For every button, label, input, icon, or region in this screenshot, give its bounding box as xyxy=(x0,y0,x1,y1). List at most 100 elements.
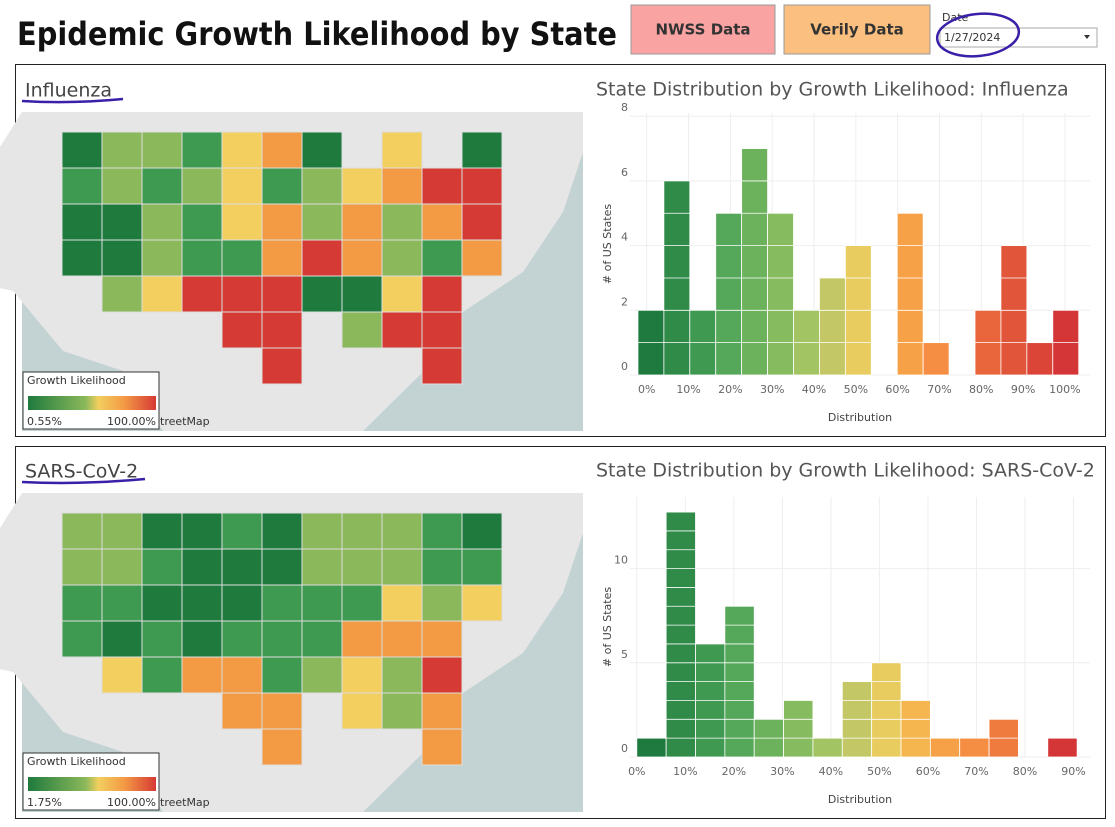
y-tick-label: 8 xyxy=(621,101,628,114)
page-title: Epidemic Growth Likelihood by State xyxy=(17,15,617,53)
map-state xyxy=(461,239,503,277)
map-state xyxy=(381,620,423,658)
map-state xyxy=(301,239,343,277)
map-state xyxy=(461,548,503,586)
map-state xyxy=(301,620,343,658)
map-state xyxy=(221,131,263,169)
map-state xyxy=(421,584,463,622)
map-state xyxy=(341,275,383,313)
map-state xyxy=(381,239,423,277)
dropdown-arrow[interactable] xyxy=(1084,35,1090,39)
x-tick-label: 40% xyxy=(819,765,843,778)
map-state xyxy=(181,656,223,694)
button-label[interactable]: Verily Data xyxy=(810,21,904,39)
nwss-button[interactable]: NWSS Data xyxy=(630,4,776,55)
legend-title: Growth Likelihood xyxy=(27,755,126,768)
map-state xyxy=(341,692,383,730)
map-state xyxy=(221,692,263,730)
x-tick-label: 70% xyxy=(927,383,951,396)
map-state xyxy=(61,239,103,277)
bar xyxy=(767,212,794,376)
legend-min: 0.55% xyxy=(27,415,62,428)
map-state xyxy=(221,548,263,586)
map-state xyxy=(221,656,263,694)
map-state xyxy=(221,512,263,550)
button-bg[interactable] xyxy=(630,4,776,55)
map-state xyxy=(101,275,143,313)
map-state xyxy=(381,311,423,349)
map-state xyxy=(381,512,423,550)
map-state xyxy=(261,656,303,694)
map-state xyxy=(461,203,503,241)
x-tick-label: 60% xyxy=(885,383,909,396)
panel-title: SARS-CoV-2 xyxy=(25,461,138,483)
y-tick-label: 10 xyxy=(614,554,628,567)
map-state xyxy=(141,548,183,586)
map-state xyxy=(221,203,263,241)
map-state xyxy=(61,620,103,658)
map-state xyxy=(221,275,263,313)
map-state xyxy=(141,167,183,205)
map-state xyxy=(261,728,303,766)
map-state xyxy=(61,203,103,241)
map-state xyxy=(341,311,383,349)
map-state xyxy=(261,275,303,313)
map-state xyxy=(381,584,423,622)
map-state xyxy=(181,584,223,622)
y-axis-title: # of US States xyxy=(601,204,614,284)
y-axis-title: # of US States xyxy=(601,587,614,667)
x-tick-label: 10% xyxy=(673,765,697,778)
map-state xyxy=(141,239,183,277)
x-tick-label: 0% xyxy=(628,765,645,778)
bar xyxy=(783,700,814,758)
map-state xyxy=(421,620,463,658)
map-state xyxy=(381,275,423,313)
x-axis-title: Distribution xyxy=(828,793,892,806)
map-state xyxy=(301,131,343,169)
map-state xyxy=(141,656,183,694)
annotation-underline xyxy=(21,477,146,485)
bar xyxy=(1026,342,1054,376)
map-state xyxy=(261,167,303,205)
map-state xyxy=(341,584,383,622)
map-state xyxy=(301,548,343,586)
verily-button[interactable]: Verily Data xyxy=(783,4,931,55)
x-tick-label: 60% xyxy=(916,765,940,778)
map-state xyxy=(101,131,143,169)
map-state xyxy=(341,167,383,205)
map-state xyxy=(301,584,343,622)
map-state xyxy=(261,548,303,586)
bar xyxy=(665,511,696,758)
map-state xyxy=(461,167,503,205)
map-state xyxy=(421,548,463,586)
bar xyxy=(871,662,902,758)
map-state xyxy=(261,239,303,277)
map-state xyxy=(101,620,143,658)
map-state xyxy=(141,131,183,169)
legend-ramp xyxy=(28,396,156,410)
button-bg[interactable] xyxy=(783,4,931,55)
map-state xyxy=(221,311,263,349)
map-state xyxy=(181,167,223,205)
map-state xyxy=(301,656,343,694)
map-state xyxy=(381,203,423,241)
map-state xyxy=(221,584,263,622)
panel-title: Influenza xyxy=(25,80,112,102)
map-state xyxy=(101,203,143,241)
legend-ramp xyxy=(28,777,156,791)
annotation-circle xyxy=(935,12,1021,58)
map-state xyxy=(381,167,423,205)
x-tick-label: 50% xyxy=(867,765,891,778)
date-label: Date xyxy=(942,11,969,24)
map-state xyxy=(261,620,303,658)
dropdown-value[interactable]: 1/27/2024 xyxy=(944,31,1000,44)
map-state xyxy=(261,512,303,550)
x-axis-title: Distribution xyxy=(828,411,892,424)
map-state xyxy=(61,167,103,205)
map-state xyxy=(301,203,343,241)
map-state xyxy=(101,656,143,694)
map-state xyxy=(381,656,423,694)
map-state xyxy=(421,656,463,694)
map-state xyxy=(381,131,423,169)
button-label[interactable]: NWSS Data xyxy=(655,21,750,39)
